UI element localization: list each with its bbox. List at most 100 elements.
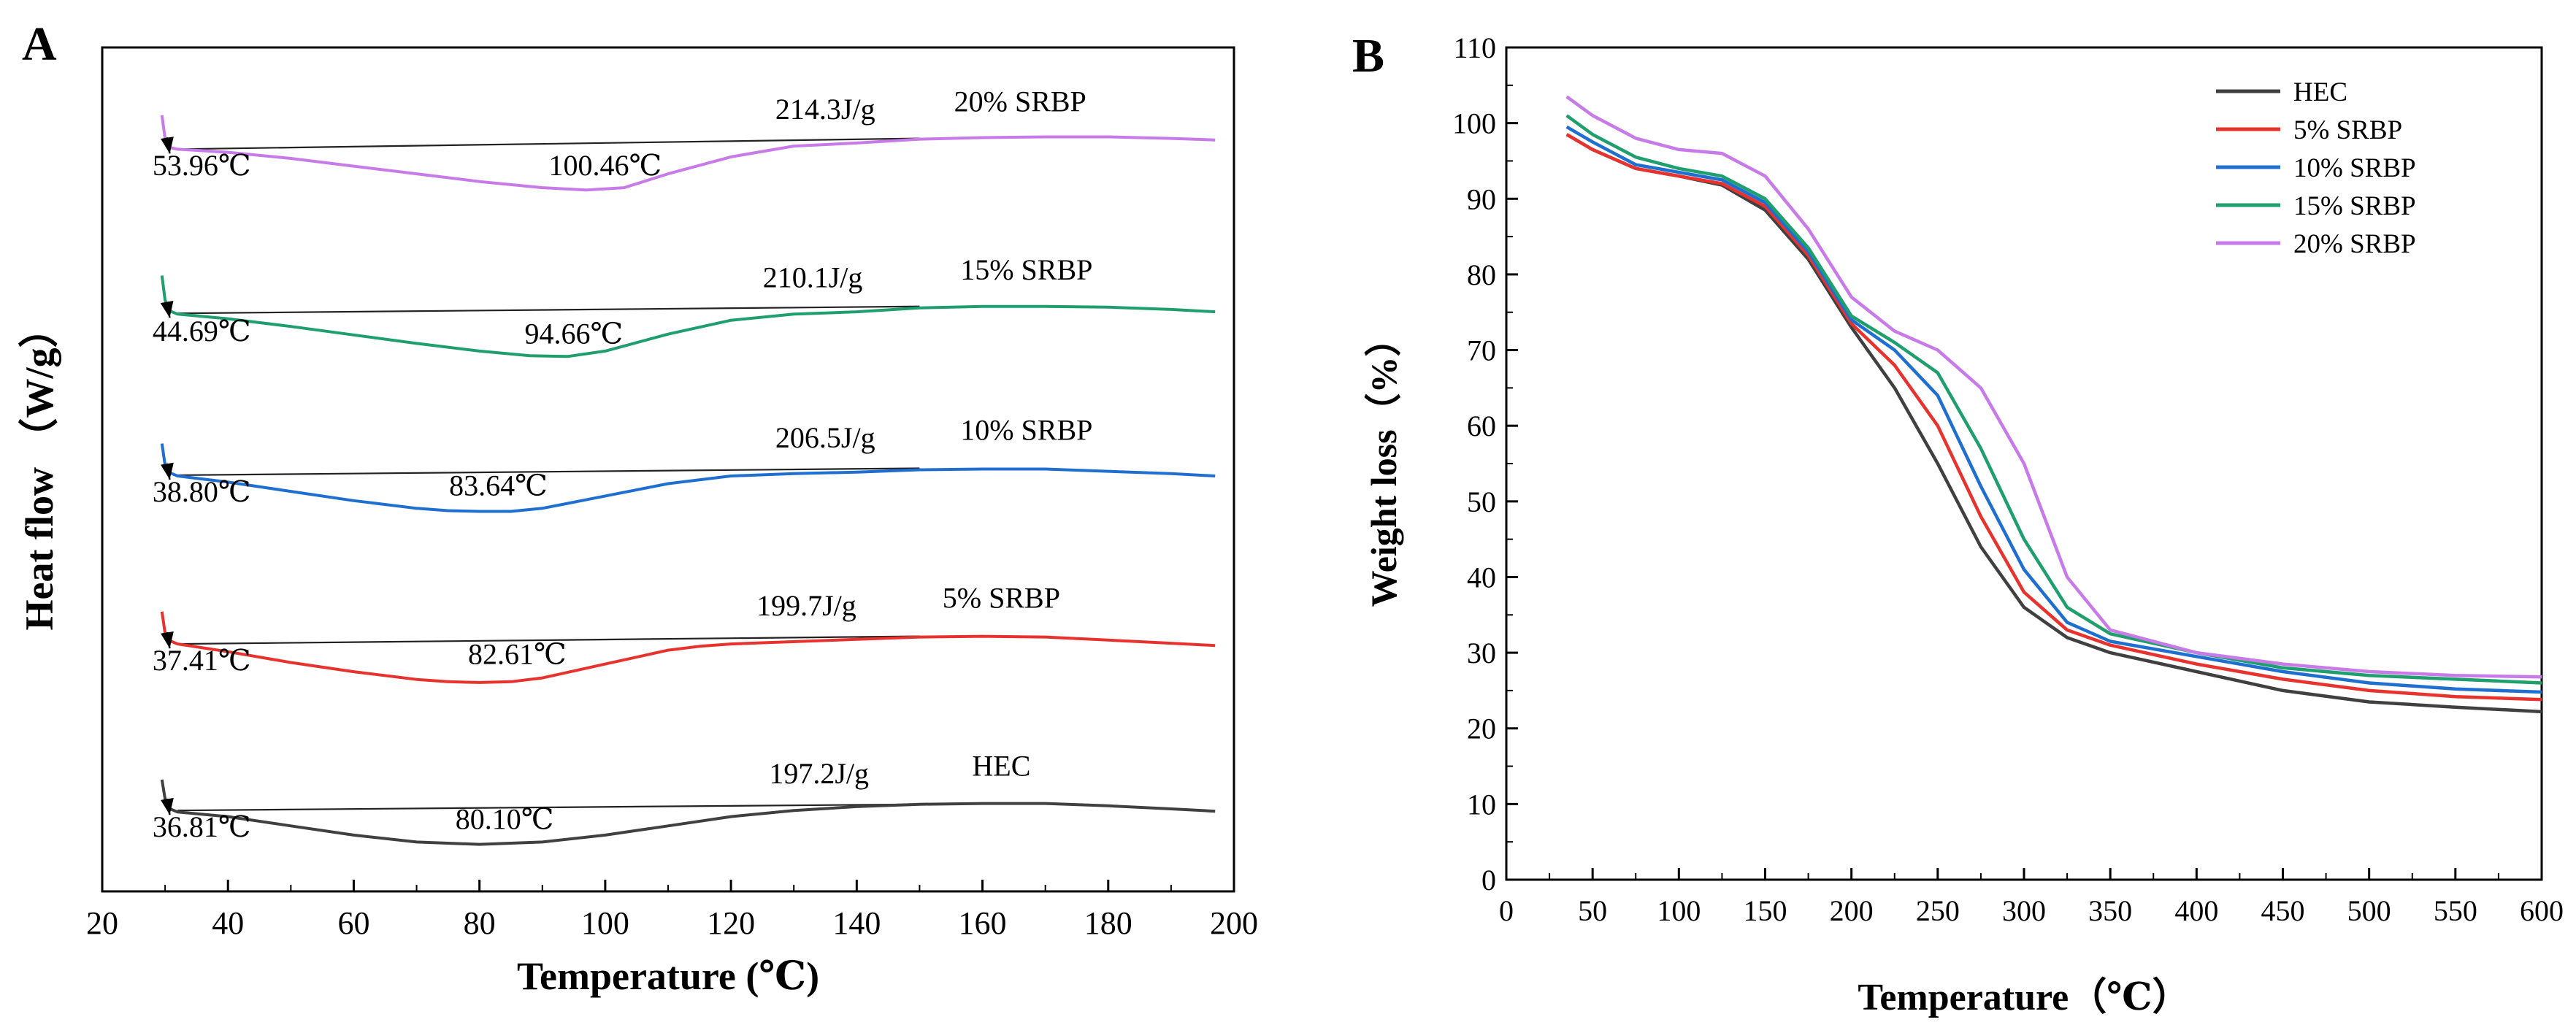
a-peak-label: 82.61℃	[468, 638, 567, 671]
a-series-hec: 36.81℃ 80.10℃ 197.2J/g HEC	[153, 750, 1216, 846]
a-onset-label: 38.80℃	[153, 475, 251, 508]
panel-a-series-group: 36.81℃ 80.10℃ 197.2J/g HEC 37.41℃ 82.61℃ 199.7…	[153, 85, 1216, 846]
a-x-tick-label: 180	[1084, 905, 1132, 941]
b-x-tick-label: 400	[2174, 894, 2218, 927]
panel-a-y-axis-label: Heat flow （W/g）	[18, 309, 61, 631]
panel-b-label: B	[1352, 29, 1384, 82]
b-y-tick-label: 110	[1453, 31, 1496, 64]
a-line-hec	[160, 779, 1216, 846]
a-onset-arrow-head	[161, 137, 174, 154]
a-series-name-label: 5% SRBP	[943, 581, 1060, 614]
a-line-20pct-srbp	[160, 115, 1216, 192]
panel-b-y-axis-label: Weight loss（%）	[1363, 320, 1404, 607]
b-line-15pct-srbp	[1565, 114, 2542, 685]
b-x-tick-label: 450	[2261, 894, 2305, 927]
a-onset-arrow-head	[161, 798, 174, 815]
b-x-tick-label: 500	[2347, 894, 2391, 927]
b-y-tick-label: 0	[1481, 864, 1496, 896]
a-enthalpy-label: 197.2J/g	[769, 757, 869, 790]
b-y-tick-label: 60	[1467, 410, 1496, 442]
a-baseline-15pct-srbp	[177, 305, 920, 315]
panel-a-x-axis-label: Temperature (℃)	[517, 954, 819, 998]
b-y-tick-label: 40	[1467, 561, 1496, 594]
a-line-10pct-srbp	[160, 443, 1216, 513]
a-series-10pct-srbp: 38.80℃ 83.64℃ 206.5J/g 10% SRBP	[153, 413, 1216, 513]
panel-b-series-group	[1565, 95, 2542, 714]
b-legend-label: 10% SRBP	[2293, 153, 2416, 183]
a-onset-arrow-head	[161, 462, 174, 480]
a-baseline-20pct-srbp	[177, 137, 920, 150]
a-x-tick-label: 200	[1210, 905, 1258, 941]
b-legend-label: HEC	[2293, 77, 2347, 107]
a-series-name-label: HEC	[972, 750, 1030, 783]
b-y-tick-label: 20	[1467, 713, 1496, 745]
a-baseline-5pct-srbp	[177, 635, 920, 645]
a-x-tick-label: 100	[581, 905, 629, 941]
a-line-15pct-srbp	[160, 275, 1216, 358]
a-x-tick-label: 40	[212, 905, 244, 941]
b-x-tick-label: 300	[2002, 894, 2046, 927]
panel-b-y-axis: 0 10 20 30 40 50 60 70 80 90 100 110	[1452, 31, 1518, 896]
panel-b-x-axis: 0 50 100 150 200 250 300 350 400 450 500 550 600	[1499, 868, 2564, 927]
panel-b-x-axis-label: Temperature（℃）	[1858, 976, 2190, 1018]
b-x-tick-label: 550	[2434, 894, 2477, 927]
panel-a-x-axis: 20 40 60 80 100 120 140 160 180 200	[86, 880, 1258, 941]
a-enthalpy-label: 206.5J/g	[775, 421, 875, 454]
a-x-tick-label: 60	[337, 905, 369, 941]
a-onset-label: 36.81℃	[153, 810, 251, 843]
a-series-15pct-srbp: 44.69℃ 94.66℃ 210.1J/g 15% SRBP	[153, 253, 1216, 358]
b-line-10pct-srbp	[1565, 125, 2542, 694]
a-enthalpy-label: 199.7J/g	[756, 589, 856, 622]
a-x-tick-label: 140	[832, 905, 881, 941]
a-enthalpy-label: 214.3J/g	[775, 93, 875, 126]
a-peak-label: 83.64℃	[449, 469, 548, 502]
panel-b: B 0 50 100 150 200 250 300 350 400 450 500 550 600 0…	[1352, 29, 2564, 1018]
b-x-tick-label: 350	[2088, 894, 2132, 927]
b-y-tick-label: 90	[1467, 183, 1496, 215]
b-x-tick-label: 150	[1744, 894, 1787, 927]
a-onset-arrow-head	[161, 631, 174, 649]
b-y-tick-label: 30	[1467, 637, 1496, 669]
a-series-name-label: 10% SRBP	[960, 413, 1092, 446]
b-x-tick-label: 50	[1578, 894, 1607, 927]
b-x-tick-label: 200	[1830, 894, 1874, 927]
b-y-tick-label: 100	[1452, 107, 1496, 140]
b-x-tick-label: 600	[2520, 894, 2564, 927]
b-legend-label: 15% SRBP	[2293, 191, 2416, 221]
a-onset-arrow-head	[160, 300, 174, 318]
a-peak-label: 80.10℃	[456, 802, 554, 835]
a-onset-label: 53.96℃	[153, 149, 251, 182]
b-x-tick-label: 100	[1657, 894, 1701, 927]
a-enthalpy-label: 210.1J/g	[763, 261, 863, 293]
a-series-name-label: 20% SRBP	[954, 85, 1086, 118]
a-peak-label: 94.66℃	[524, 317, 623, 350]
panel-b-legend: HEC 5% SRBP 10% SRBP 15% SRBP 20% SRBP	[2216, 77, 2416, 259]
a-onset-label: 37.41℃	[153, 644, 251, 677]
b-y-tick-label: 10	[1467, 788, 1496, 821]
a-x-tick-label: 120	[707, 905, 755, 941]
a-series-name-label: 15% SRBP	[960, 253, 1092, 286]
a-x-tick-label: 80	[464, 905, 496, 941]
a-peak-label: 100.46℃	[549, 149, 662, 182]
a-x-tick-label: 20	[86, 905, 118, 941]
b-legend-label: 20% SRBP	[2293, 229, 2416, 259]
panel-a: A 20 40 60 80 100 120 140 160 180 200 36.81℃ 80.10…	[18, 18, 1258, 998]
b-x-tick-label: 0	[1499, 894, 1514, 927]
b-line-5pct-srbp	[1565, 133, 2542, 702]
a-series-5pct-srbp: 37.41℃ 82.61℃ 199.7J/g 5% SRBP	[153, 581, 1216, 684]
b-y-tick-label: 70	[1467, 334, 1496, 367]
a-line-5pct-srbp	[160, 611, 1216, 684]
panel-a-label: A	[22, 18, 57, 71]
b-y-tick-label: 80	[1467, 258, 1496, 291]
b-x-tick-label: 250	[1916, 894, 1960, 927]
b-y-tick-label: 50	[1467, 485, 1496, 518]
b-line-20pct-srbp	[1565, 95, 2542, 679]
b-legend-label: 5% SRBP	[2293, 115, 2402, 145]
a-series-20pct-srbp: 53.96℃ 100.46℃ 214.3J/g 20% SRBP	[153, 85, 1216, 192]
a-baseline-hec	[177, 803, 920, 812]
a-onset-label: 44.69℃	[153, 315, 251, 347]
a-x-tick-label: 160	[959, 905, 1007, 941]
a-baseline-10pct-srbp	[177, 467, 920, 477]
